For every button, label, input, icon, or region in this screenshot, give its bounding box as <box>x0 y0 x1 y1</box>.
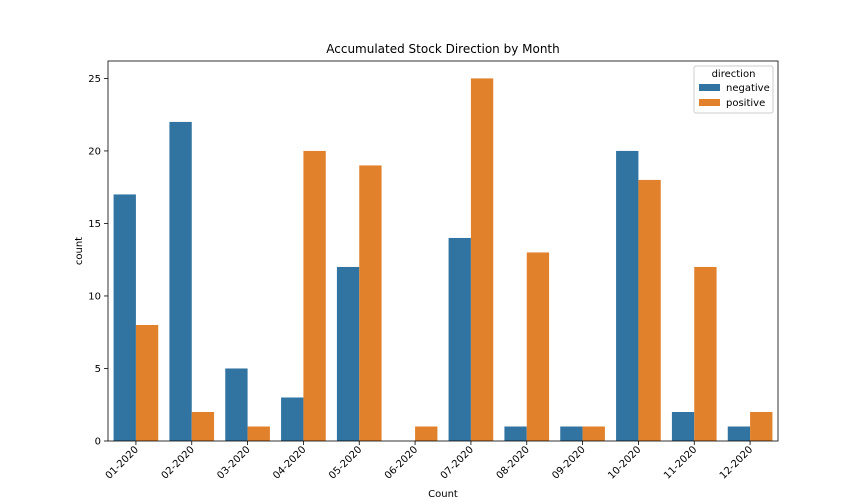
y-tick-label: 0 <box>95 437 101 448</box>
x-tick-label: 09-2020 <box>550 444 587 481</box>
bar-positive-03-2020 <box>247 426 270 441</box>
bar-positive-09-2020 <box>582 426 605 441</box>
legend-title: direction <box>712 69 756 80</box>
bar-negative-05-2020 <box>336 266 360 441</box>
bar-positive-01-2020 <box>135 324 159 441</box>
y-tick-label: 15 <box>88 219 101 230</box>
y-axis: 0 5 10 15 20 25 <box>88 74 108 448</box>
legend: direction negative positive <box>693 65 774 114</box>
y-tick-label: 5 <box>95 364 101 375</box>
x-tick-label: 05-2020 <box>327 444 364 481</box>
y-tick-label: 25 <box>88 74 101 85</box>
legend-swatch-negative <box>699 84 720 91</box>
chart-title: Accumulated Stock Direction by Month <box>326 42 560 56</box>
x-tick-label: 11-2020 <box>662 444 699 481</box>
bar-positive-02-2020 <box>191 411 215 441</box>
legend-swatch-positive <box>699 99 720 106</box>
x-tick-label: 10-2020 <box>606 444 643 481</box>
x-tick-label: 12-2020 <box>718 444 755 481</box>
x-tick-label: 03-2020 <box>215 444 252 481</box>
bar-positive-11-2020 <box>694 266 717 441</box>
legend-label-negative: negative <box>726 83 770 94</box>
x-tick-label: 01-2020 <box>104 444 141 481</box>
bar-negative-10-2020 <box>616 150 639 442</box>
x-axis: 01-2020 02-2020 03-2020 04-2020 05-2020 06-20… <box>104 441 755 482</box>
bar-negative-11-2020 <box>671 411 695 441</box>
x-tick-label: 06-2020 <box>383 444 420 481</box>
legend-label-positive: positive <box>726 98 765 109</box>
bar-negative-09-2020 <box>560 426 583 441</box>
y-axis-label: count <box>74 237 85 265</box>
bar-positive-08-2020 <box>526 252 550 441</box>
bar-negative-12-2020 <box>727 426 751 441</box>
bar-negative-08-2020 <box>504 426 527 441</box>
bar-negative-07-2020 <box>448 237 471 441</box>
x-tick-label: 07-2020 <box>439 444 476 481</box>
x-tick-label: 08-2020 <box>495 444 532 481</box>
y-tick-label: 20 <box>88 146 101 157</box>
bar-negative-01-2020 <box>113 194 136 441</box>
bar-negative-02-2020 <box>169 121 192 442</box>
bar-positive-07-2020 <box>470 78 494 442</box>
bar-negative-03-2020 <box>225 368 248 441</box>
bar-positive-12-2020 <box>750 411 773 441</box>
bar-positive-05-2020 <box>359 165 382 441</box>
bar-positive-04-2020 <box>303 150 326 442</box>
x-tick-label: 04-2020 <box>271 444 308 481</box>
bar-positive-06-2020 <box>415 426 438 441</box>
bar-positive-10-2020 <box>638 179 661 441</box>
legend-items: negative positive <box>699 83 770 109</box>
bars <box>113 78 773 442</box>
x-axis-label: Count <box>428 489 458 500</box>
bar-negative-04-2020 <box>281 397 304 441</box>
plot-frame <box>107 60 779 442</box>
x-tick-label: 02-2020 <box>160 444 197 481</box>
y-tick-label: 10 <box>88 291 101 302</box>
